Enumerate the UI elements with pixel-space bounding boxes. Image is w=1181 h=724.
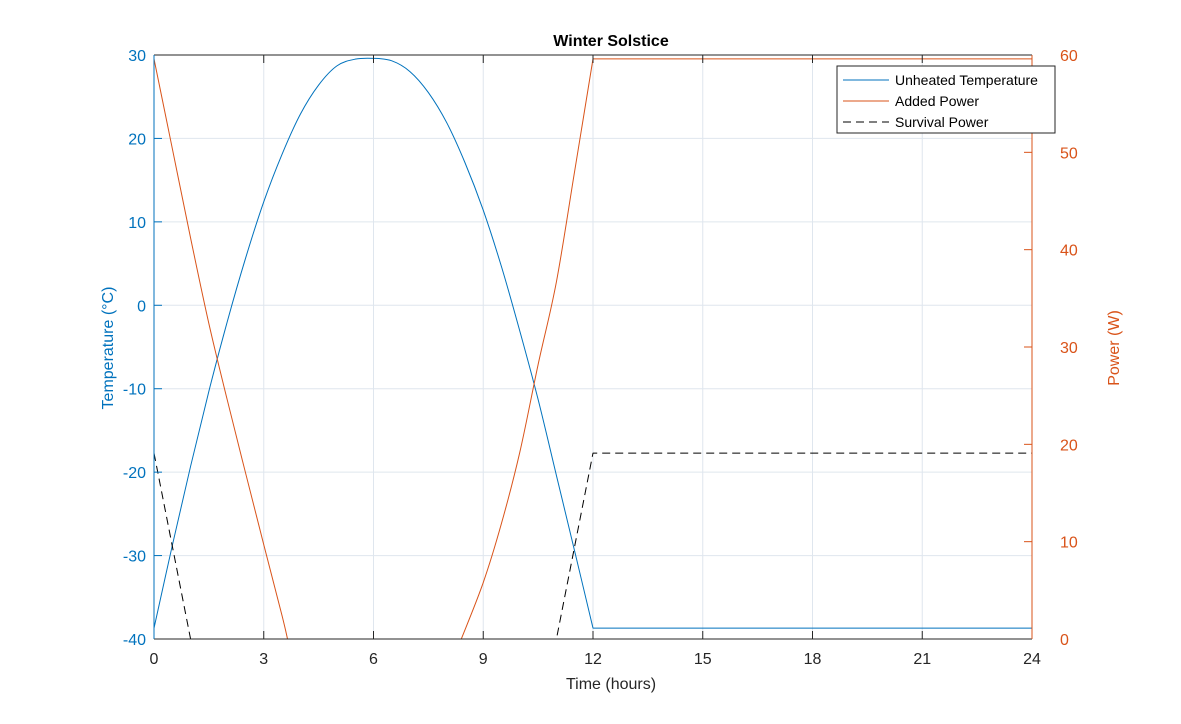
x-axis-label: Time (hours) [566,676,656,693]
series-line-survival-power [153,452,1032,640]
x-tick-label: 3 [259,651,268,668]
y-right-tick-label: 10 [1060,535,1078,552]
series-line-added-power [153,58,1032,640]
y-right-tick-label: 20 [1060,437,1078,454]
legend-entry: Added Power [895,93,979,109]
x-tick-label: 9 [479,651,488,668]
y-right-tick-label: 0 [1060,632,1069,649]
x-tick-label: 6 [369,651,378,668]
y-left-tick-label: -10 [123,382,146,399]
x-tick-label: 18 [804,651,822,668]
y-left-tick-label: 10 [128,215,146,232]
x-tick-label: 15 [694,651,712,668]
y-left-tick-label: 0 [137,298,146,315]
legend: Unheated Temperature Added Power Survival … [836,65,1056,134]
legend-entry: Survival Power [895,114,989,130]
axes: 0 3 6 9 12 15 18 21 24 -40 -30 -20 -10 0 10 20 30 0 10 20 30… [123,48,1078,668]
y-left-tick-label: -20 [123,465,146,482]
legend-entry: Unheated Temperature [895,72,1038,88]
y-left-tick-label: 20 [128,131,146,148]
y-right-tick-label: 50 [1060,145,1078,162]
y-left-tick-label: -30 [123,549,146,566]
y-axis-label-left: Temperature (°C) [100,287,117,410]
y-axis-label-right: Power (W) [1106,310,1123,386]
y-right-tick-label: 30 [1060,340,1078,357]
x-tick-label: 24 [1023,651,1041,668]
chart-title: Winter Solstice [553,33,669,50]
y-left-tick-label: 30 [128,48,146,65]
y-left-tick-label: -40 [123,632,146,649]
y-right-tick-label: 40 [1060,243,1078,260]
y-right-tick-label: 60 [1060,48,1078,65]
x-tick-label: 21 [913,651,931,668]
x-tick-label: 0 [150,651,159,668]
x-tick-label: 12 [584,651,602,668]
